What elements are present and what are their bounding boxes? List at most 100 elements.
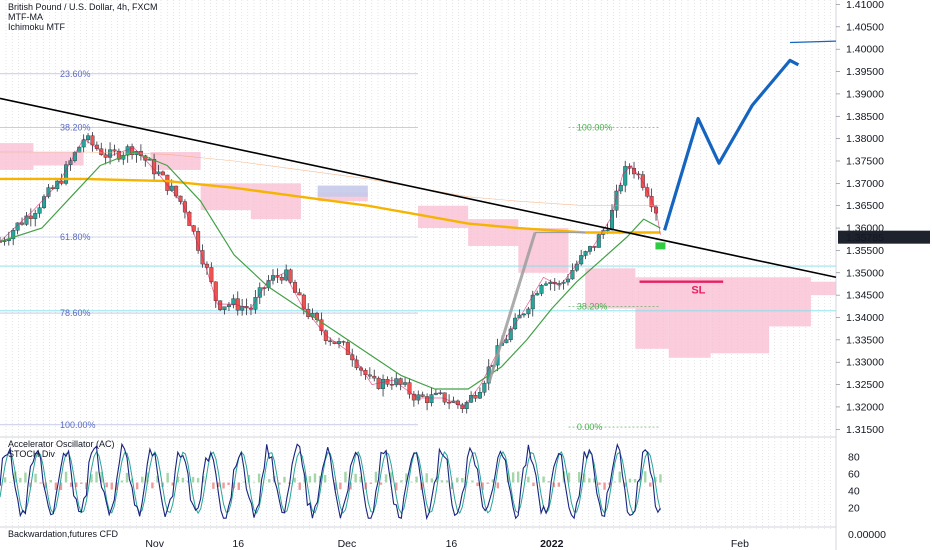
candle-body <box>381 379 386 389</box>
candle-body <box>187 211 192 226</box>
candle-body <box>226 304 231 307</box>
candle-body <box>632 168 637 175</box>
ac-histogram-bar <box>146 472 149 483</box>
candle-body <box>284 269 289 281</box>
indicator-ichimoku: Ichimoku MTF <box>8 22 66 32</box>
candle-body <box>257 287 262 298</box>
candle-body <box>169 185 174 191</box>
price-tick-label: 1.40000 <box>846 44 884 56</box>
candle-body <box>583 251 588 256</box>
fib-level-label: 0.00% <box>577 422 603 432</box>
ac-histogram-bar <box>283 476 286 483</box>
ac-histogram-bar <box>384 474 388 483</box>
stoch-main-line <box>0 442 661 521</box>
ac-histogram-bar <box>491 479 494 483</box>
ac-histogram-bar <box>191 476 195 483</box>
candle-body <box>455 400 460 406</box>
vertical-grid <box>0 0 837 550</box>
current-price-box <box>838 230 930 244</box>
price-tick-label: 1.38500 <box>846 111 884 123</box>
oscillator-tick-label: 20 <box>848 503 860 515</box>
candle-body <box>288 269 293 283</box>
long-moving-average-line <box>0 177 661 234</box>
ac-histogram-bar <box>85 482 88 490</box>
ac-histogram-bar <box>659 474 662 483</box>
fib-level-label: 23.60% <box>60 69 91 79</box>
candle-body <box>24 215 29 225</box>
ac-histogram-bar <box>151 482 154 489</box>
ac-histogram-bar <box>257 473 261 483</box>
candle-body <box>337 341 342 344</box>
candle-body <box>367 374 372 377</box>
ac-histogram-bar <box>369 482 373 484</box>
ac-histogram-bar <box>618 471 621 483</box>
cloud-block <box>710 277 770 354</box>
fib-level-label: 100.00% <box>577 122 613 132</box>
candle-body <box>209 267 214 283</box>
candle-body <box>640 174 645 188</box>
candle-body <box>398 378 403 385</box>
ac-histogram-bar <box>400 480 403 483</box>
candle-body <box>420 394 425 397</box>
candle-body <box>77 146 82 153</box>
ac-histogram-bar <box>186 480 190 483</box>
fib-level-label: 61.80% <box>60 232 91 242</box>
candle-body <box>86 135 91 141</box>
ac-histogram-bar <box>64 471 68 483</box>
ac-histogram-bar <box>430 478 434 483</box>
candle-body <box>535 293 540 296</box>
ac-histogram-bar <box>313 473 317 483</box>
cloud-block <box>635 277 669 349</box>
cloud-block <box>0 143 34 170</box>
candle-body <box>266 280 271 289</box>
time-tick-label: 2022 <box>540 538 564 550</box>
ac-histogram-bar <box>496 482 500 489</box>
ac-histogram-bar <box>252 481 256 483</box>
candle-body <box>341 341 346 343</box>
price-tick-label: 1.34500 <box>846 290 884 302</box>
ac-histogram-bar <box>435 476 439 483</box>
candle-body <box>394 378 399 386</box>
candle-body <box>50 187 55 189</box>
candle-body <box>112 149 117 152</box>
candle-body <box>99 148 104 155</box>
backwardation-label: Backwardation,futures CFD <box>8 529 119 539</box>
ac-histogram-bar <box>14 471 17 483</box>
candle-body <box>623 166 628 186</box>
ac-histogram-bar <box>603 482 606 490</box>
ac-histogram-bar <box>323 474 327 483</box>
candle-body <box>548 281 553 285</box>
candle-body <box>301 294 306 310</box>
price-tick-label: 1.37000 <box>846 178 884 190</box>
fib-level-label: 78.60% <box>60 308 91 318</box>
candle-body <box>636 173 641 176</box>
ac-histogram-bar <box>461 478 464 483</box>
cloud-block <box>317 185 368 197</box>
candle-body <box>37 207 42 214</box>
ac-histogram-bar <box>268 479 271 483</box>
ac-histogram-bar <box>166 472 169 483</box>
drawing-tools[interactable]: SL <box>0 40 837 383</box>
candle-body <box>508 328 513 340</box>
candle-body <box>407 382 412 395</box>
ac-histogram-bar <box>649 482 652 487</box>
ac-histogram-bar <box>59 482 63 491</box>
ac-histogram-bar <box>293 477 296 483</box>
ac-histogram-bar <box>511 472 515 483</box>
ac-histogram-bar <box>516 471 520 483</box>
ac-histogram-bar <box>24 472 27 483</box>
ac-histogram-bar <box>247 475 251 483</box>
candle-body <box>473 395 478 399</box>
ichimoku-cloud <box>0 143 836 358</box>
time-tick-label: Dec <box>338 538 357 550</box>
candle-body <box>20 222 25 225</box>
symbol-title: British Pound / U.S. Dollar, 4h, FXCM <box>8 2 158 12</box>
ac-histogram-bar <box>105 482 108 488</box>
ac-histogram-bar <box>318 475 322 483</box>
fib-level-label: 38.20% <box>60 122 91 132</box>
candle-body <box>579 255 584 265</box>
candle-body <box>477 392 482 399</box>
price-tick-label: 1.33000 <box>846 357 884 369</box>
candle-body <box>587 246 592 252</box>
